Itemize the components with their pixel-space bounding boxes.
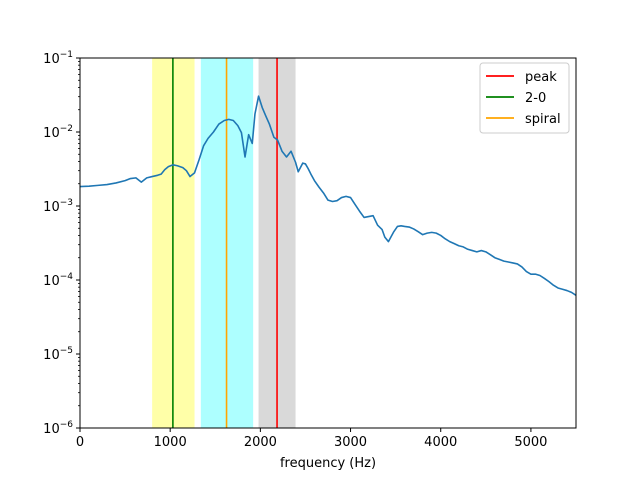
y-axis-ticks: 10−6 10−5 10−4 10−3 10−2 10−1 <box>43 50 80 437</box>
y-tick-label: 10−5 <box>43 346 73 363</box>
y-tick-label: 10−3 <box>43 198 73 215</box>
legend: peak 2-0 spiral <box>479 62 570 134</box>
y-tick-label: 10−6 <box>43 420 73 437</box>
x-tick-label: 0 <box>76 435 84 450</box>
x-tick-label: 5000 <box>514 435 547 450</box>
series-line-0 <box>80 95 576 297</box>
legend-label-2-0: 2-0 <box>525 91 546 106</box>
y-tick-label: 10−2 <box>43 124 73 141</box>
x-tick-label: 1000 <box>154 435 187 450</box>
y-tick-label: 10−1 <box>43 50 73 67</box>
series-group <box>80 95 576 297</box>
x-axis-ticks: 0 1000 2000 3000 4000 5000 <box>76 428 547 450</box>
x-tick-label: 4000 <box>424 435 457 450</box>
x-tick-label: 3000 <box>334 435 367 450</box>
legend-box <box>479 62 570 134</box>
plot-frame <box>79 57 577 429</box>
x-tick-label: 2000 <box>244 435 277 450</box>
legend-label-peak: peak <box>525 70 557 85</box>
x-axis-label: frequency (Hz) <box>280 456 376 471</box>
legend-label-spiral: spiral <box>525 112 561 127</box>
y-tick-label: 10−4 <box>43 272 73 289</box>
